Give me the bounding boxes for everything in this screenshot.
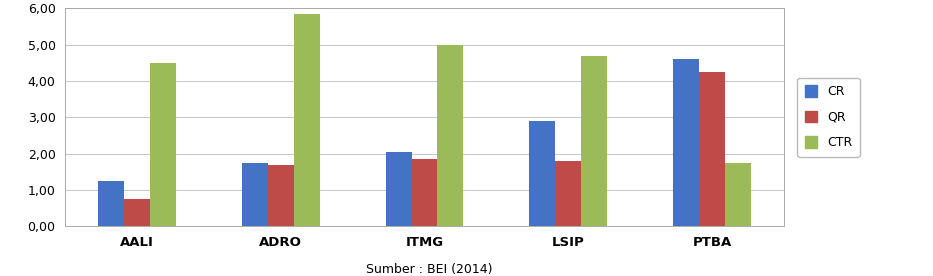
Bar [673, 59, 699, 226]
Bar [411, 159, 438, 226]
Bar [124, 199, 150, 226]
Legend: CR, QR, CTR: CR, QR, CTR [797, 78, 860, 157]
Bar [294, 14, 320, 226]
Text: Sumber : BEI (2014): Sumber : BEI (2014) [366, 263, 493, 276]
Bar [581, 55, 607, 226]
Bar [385, 152, 411, 226]
Bar [699, 72, 725, 226]
Bar [529, 121, 555, 226]
Bar [725, 163, 751, 226]
Bar [268, 164, 294, 226]
Bar [242, 163, 268, 226]
Bar [150, 63, 176, 226]
Bar [98, 181, 124, 226]
Bar [555, 161, 581, 226]
Bar [438, 45, 464, 226]
